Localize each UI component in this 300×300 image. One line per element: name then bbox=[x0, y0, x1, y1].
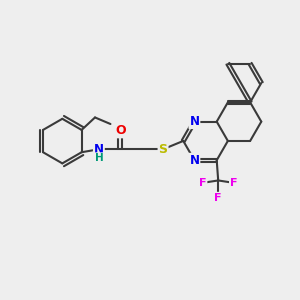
Text: O: O bbox=[115, 124, 126, 137]
Text: F: F bbox=[230, 178, 237, 188]
Text: S: S bbox=[159, 143, 168, 156]
Text: F: F bbox=[199, 178, 206, 188]
Text: N: N bbox=[94, 143, 104, 156]
Text: N: N bbox=[189, 115, 200, 128]
Text: F: F bbox=[214, 193, 222, 203]
Text: H: H bbox=[95, 153, 104, 163]
Text: N: N bbox=[189, 154, 200, 167]
